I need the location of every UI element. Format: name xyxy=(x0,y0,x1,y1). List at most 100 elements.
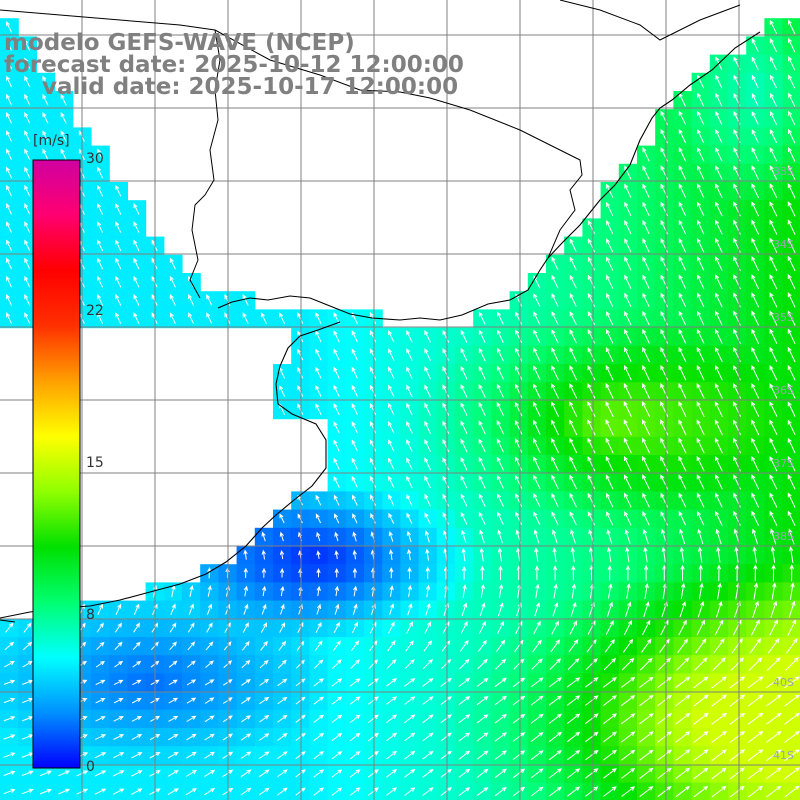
wind-vector-arrow xyxy=(6,112,13,124)
wind-vector-arrow xyxy=(24,39,31,51)
wind-vector-arrow xyxy=(388,402,395,416)
wind-vector-arrow xyxy=(697,292,705,308)
wind-vector-arrow xyxy=(715,455,723,472)
wind-vector-arrow xyxy=(751,93,759,107)
wind-vector-arrow xyxy=(39,788,52,795)
wind-vector-arrow xyxy=(369,439,377,452)
wind-vector-arrow xyxy=(787,383,796,399)
wind-vector-arrow xyxy=(333,348,340,361)
wind-vector-arrow xyxy=(334,550,339,560)
wind-vector-arrow xyxy=(587,456,596,472)
wind-vector-arrow xyxy=(494,677,507,688)
wind-vector-arrow xyxy=(657,713,673,725)
wind-vector-arrow xyxy=(186,751,197,759)
wind-vector-arrow xyxy=(603,749,618,761)
wind-vector-arrow xyxy=(697,219,705,235)
wind-vector-arrow xyxy=(535,583,540,599)
wind-vector-arrow xyxy=(42,130,49,142)
wind-vector-arrow xyxy=(678,492,687,508)
wind-vector-arrow xyxy=(766,749,782,762)
border-path xyxy=(189,29,221,299)
wind-vector-arrow xyxy=(569,365,578,381)
wind-vector-arrow xyxy=(6,257,13,270)
wind-vector-arrow xyxy=(587,347,596,362)
wind-vector-arrow xyxy=(751,237,760,253)
wind-vector-arrow xyxy=(296,659,306,669)
wind-vector-arrow xyxy=(626,583,631,599)
wind-vector-arrow xyxy=(675,731,691,743)
wind-vector-arrow xyxy=(533,493,541,508)
model-title: modelo GEFS-WAVE (NCEP) xyxy=(4,30,355,56)
wind-vector-arrow xyxy=(460,493,468,507)
wind-vector-arrow xyxy=(695,638,707,654)
wind-vector-arrow xyxy=(533,293,541,307)
wind-vector-arrow xyxy=(751,437,760,454)
wind-vector-arrow xyxy=(769,383,778,399)
wind-vector-arrow xyxy=(642,528,649,544)
wind-vector-arrow xyxy=(406,439,413,452)
wind-vector-arrow xyxy=(496,365,505,380)
wind-vector-arrow xyxy=(352,513,358,524)
wind-vector-arrow xyxy=(476,768,489,778)
wind-vector-arrow xyxy=(769,310,778,326)
wind-vector-arrow xyxy=(534,602,541,617)
wind-vector-arrow xyxy=(642,256,650,271)
wind-vector-arrow xyxy=(170,603,176,615)
wind-vector-arrow xyxy=(115,275,122,288)
wind-vector-arrow xyxy=(259,659,269,669)
coastline-path xyxy=(217,31,761,321)
wind-vector-arrow xyxy=(369,348,377,361)
wind-vector-arrow xyxy=(697,256,705,271)
wind-vector-arrow xyxy=(24,75,31,88)
forecast-date: forecast date: 2025-10-12 12:00:00 xyxy=(4,52,464,78)
wind-vector-arrow xyxy=(261,549,266,560)
wind-vector-arrow xyxy=(476,787,489,797)
wind-vector-arrow xyxy=(751,346,760,363)
wind-vector-arrow xyxy=(624,183,632,198)
wind-vector-arrow xyxy=(24,203,31,215)
wind-vector-arrow xyxy=(603,657,617,671)
wind-vector-arrow xyxy=(729,749,746,762)
wind-vector-arrow xyxy=(131,734,143,741)
wind-vector-arrow xyxy=(769,19,778,35)
wind-vector-arrow xyxy=(60,112,67,124)
wind-vector-arrow xyxy=(715,183,723,199)
wind-vector-arrow xyxy=(316,550,321,559)
wind-vector-arrow xyxy=(696,383,705,399)
wind-vector-arrow xyxy=(97,148,104,161)
wind-vector-arrow xyxy=(675,712,691,725)
wind-vector-arrow xyxy=(713,638,725,654)
wind-vector-arrow xyxy=(388,512,395,524)
wind-vector-arrow xyxy=(259,678,270,686)
wind-vector-arrow xyxy=(277,787,288,796)
wind-vector-arrow xyxy=(458,768,471,778)
wind-vector-arrow xyxy=(495,658,507,670)
wind-vector-arrow xyxy=(788,128,796,144)
wind-vector-arrow xyxy=(533,438,541,453)
wind-vector-arrow xyxy=(587,238,596,253)
wind-vector-arrow xyxy=(624,529,631,544)
wind-vector-arrow xyxy=(349,769,361,778)
wind-vector-arrow xyxy=(279,567,285,578)
wind-vector-arrow xyxy=(461,529,467,544)
wind-vector-arrow xyxy=(566,750,581,761)
wind-vector-arrow xyxy=(314,659,324,669)
wind-vector-arrow xyxy=(587,256,596,271)
wind-vector-arrow xyxy=(657,694,673,707)
wind-vector-arrow xyxy=(112,788,125,795)
wind-vector-arrow xyxy=(315,621,322,634)
wind-vector-arrow xyxy=(204,769,216,778)
wind-vector-arrow xyxy=(24,257,31,270)
wind-vector-arrow xyxy=(515,456,523,471)
wind-vector-arrow xyxy=(388,475,395,489)
wind-vector-arrow xyxy=(461,602,468,617)
wind-vector-arrow xyxy=(585,768,599,779)
wind-vector-arrow xyxy=(406,420,413,434)
wind-vector-arrow xyxy=(788,528,795,545)
wind-vector-arrow xyxy=(693,749,709,761)
wind-vector-arrow xyxy=(675,694,691,707)
wind-speed-cells xyxy=(0,18,800,800)
wind-vector-arrow xyxy=(206,603,213,615)
wind-vector-arrow xyxy=(587,220,596,235)
